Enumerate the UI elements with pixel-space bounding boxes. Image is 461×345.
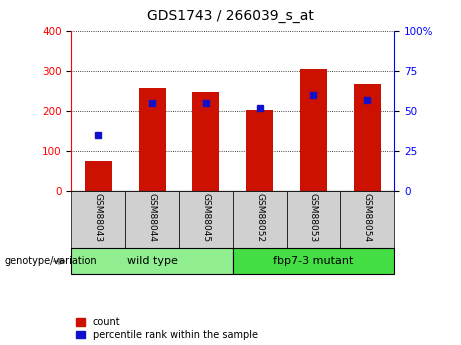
Text: GSM88043: GSM88043: [94, 193, 103, 242]
Text: GDS1743 / 266039_s_at: GDS1743 / 266039_s_at: [147, 9, 314, 23]
Text: GSM88045: GSM88045: [201, 193, 210, 242]
Bar: [85, 161, 112, 191]
Bar: [300, 69, 327, 191]
Bar: [193, 92, 219, 191]
Text: wild type: wild type: [127, 256, 177, 266]
Text: GSM88054: GSM88054: [363, 193, 372, 242]
Text: fbp7-3 mutant: fbp7-3 mutant: [273, 256, 354, 266]
Text: GSM88044: GSM88044: [148, 193, 157, 242]
Bar: [139, 88, 165, 191]
Text: GSM88053: GSM88053: [309, 193, 318, 243]
Legend: count, percentile rank within the sample: count, percentile rank within the sample: [77, 317, 258, 340]
Bar: [354, 84, 381, 191]
Text: GSM88052: GSM88052: [255, 193, 264, 242]
Text: genotype/variation: genotype/variation: [5, 256, 97, 266]
Bar: [246, 110, 273, 191]
